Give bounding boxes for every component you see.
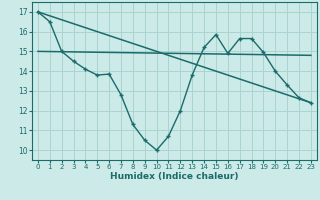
X-axis label: Humidex (Indice chaleur): Humidex (Indice chaleur)	[110, 172, 239, 181]
